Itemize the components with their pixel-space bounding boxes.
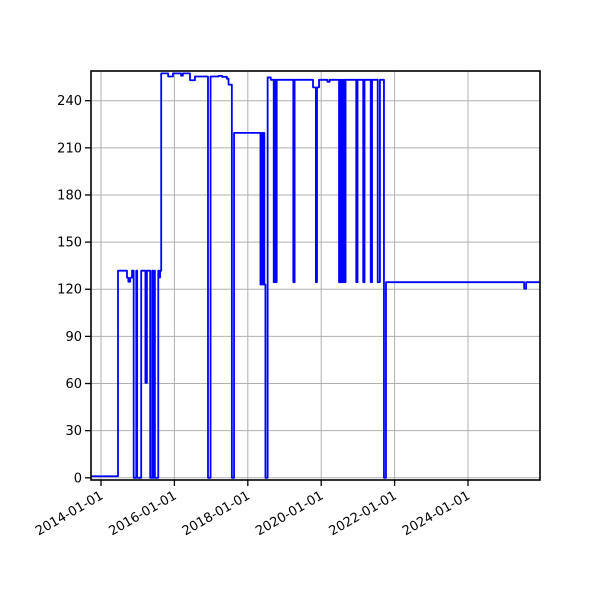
y-tick-label: 90 xyxy=(65,330,82,345)
y-tick-label: 180 xyxy=(57,188,82,203)
plot-border xyxy=(90,70,541,481)
data-series-line xyxy=(91,72,540,479)
y-tick-label: 150 xyxy=(57,236,82,251)
y-tick-label: 0 xyxy=(74,471,82,486)
y-tick-label: 120 xyxy=(57,283,82,298)
y-tick-label: 210 xyxy=(57,141,82,156)
y-tick-label: 30 xyxy=(65,424,82,439)
y-tick-label: 240 xyxy=(57,94,82,109)
y-tick-label: 60 xyxy=(65,377,82,392)
